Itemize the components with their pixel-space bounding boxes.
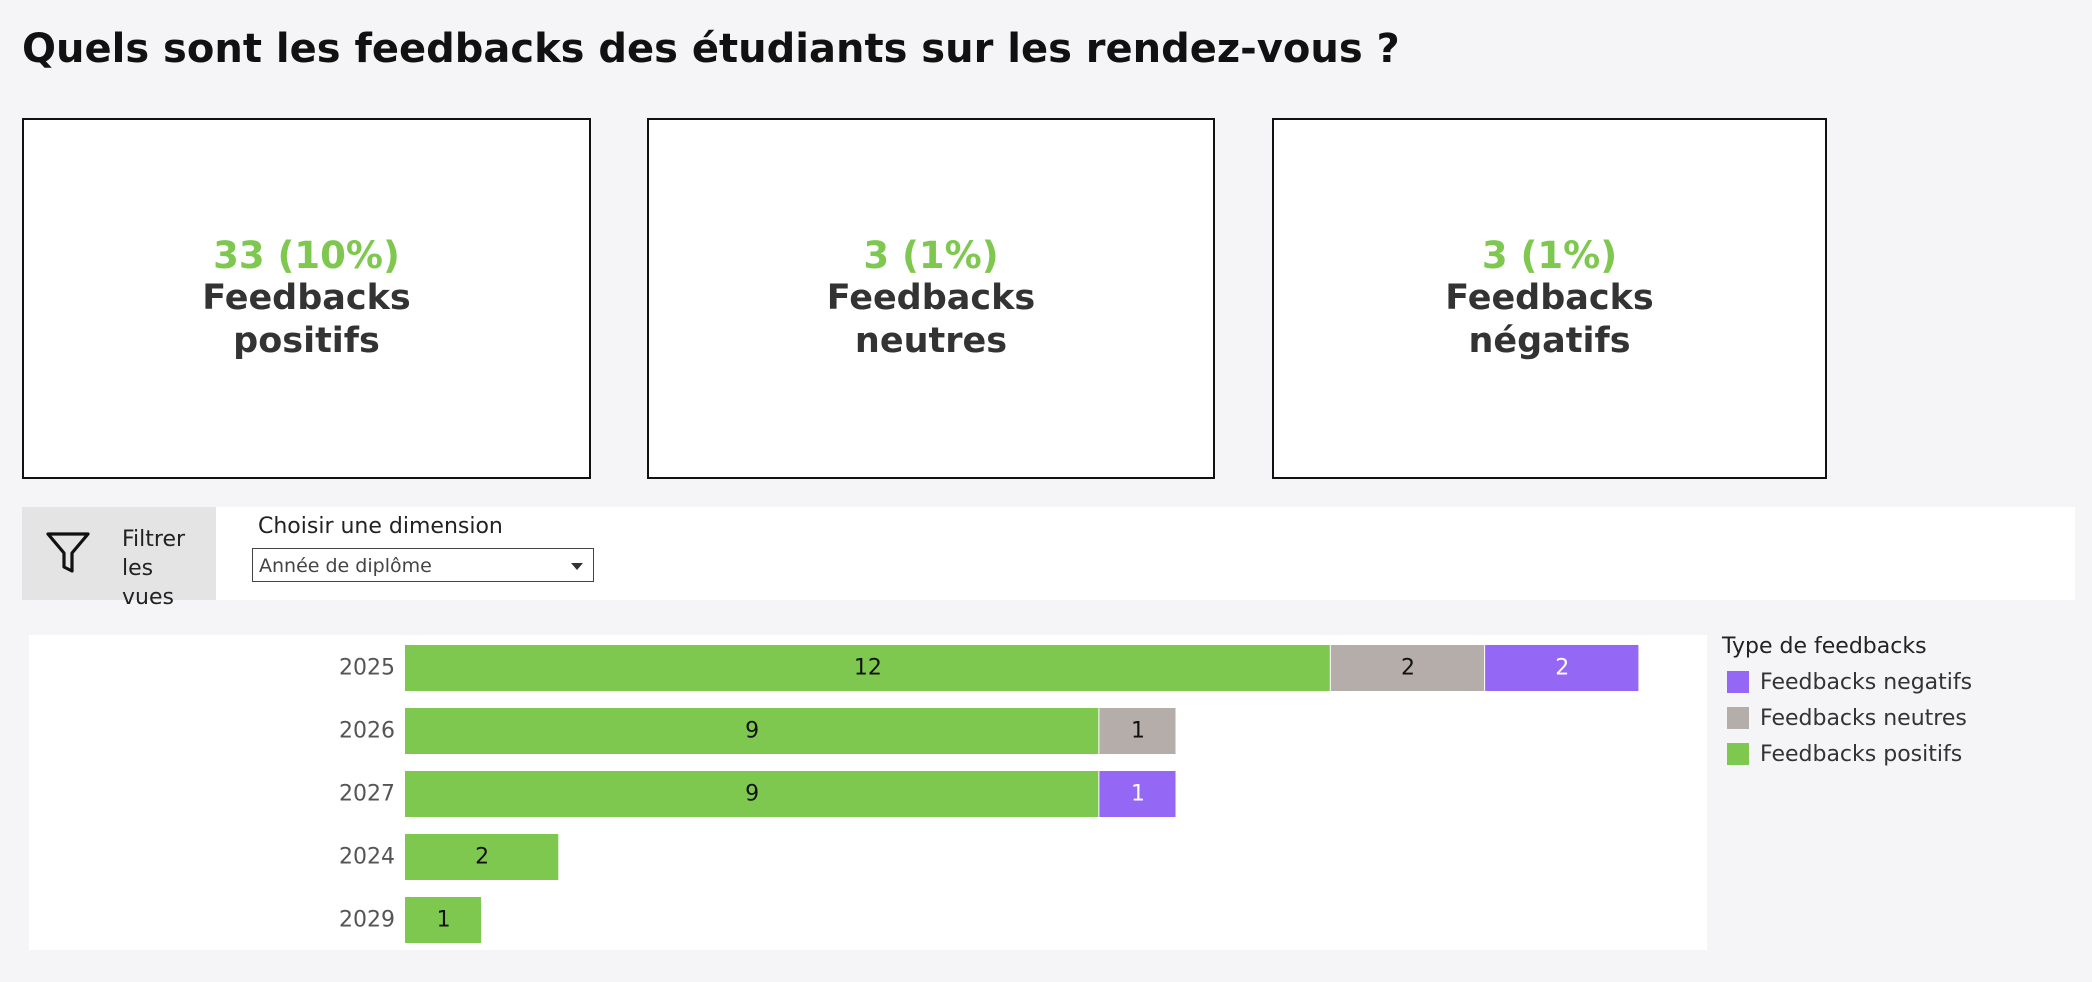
feedback-bar-chart: 2025 12 2 2 2026 9 1 2027 9 1 2024 2 2029 1: [29, 635, 1707, 950]
page-title: Quels sont les feedbacks des étudiants s…: [22, 26, 1400, 72]
y-tick-label: 2025: [339, 656, 395, 681]
bar-value-label: 2: [475, 845, 489, 870]
bar-value-label: 1: [1131, 719, 1145, 744]
filter-views-label: Filtrer les vues: [122, 527, 186, 610]
bar-segment[interactable]: [1485, 645, 1639, 691]
legend-swatch-negatifs: [1727, 671, 1749, 693]
y-tick-label: 2029: [339, 908, 395, 933]
dimension-select[interactable]: Année de diplôme: [252, 548, 594, 582]
funnel-icon: [46, 532, 90, 573]
chevron-down-icon: [571, 563, 583, 570]
y-tick-label: 2026: [339, 719, 395, 744]
bar-segment[interactable]: [1099, 771, 1176, 817]
legend-label-negatifs: Feedbacks negatifs: [1760, 669, 1973, 695]
bar-segment[interactable]: [405, 708, 1099, 754]
bar-value-label: 2: [1555, 656, 1569, 681]
kpi-card-negative: 3 (1%) Feedbacks négatifs: [1272, 118, 1827, 479]
kpi-value-positive: 33 (10%): [213, 234, 400, 277]
legend-item-neutres[interactable]: Feedbacks neutres: [1722, 700, 1972, 736]
legend-label-positifs: Feedbacks positifs: [1760, 741, 1963, 767]
kpi-label-positive: Feedbacks positifs: [202, 278, 411, 361]
bar-value-label: 12: [854, 656, 882, 681]
kpi-value-negative: 3 (1%): [1481, 234, 1618, 277]
bar-value-label: 2: [1401, 656, 1415, 681]
legend-swatch-positifs: [1727, 743, 1749, 765]
filter-bar: Filtrer les vues Choisir une dimension A…: [22, 507, 2075, 610]
y-tick-label: 2024: [339, 845, 395, 870]
legend-item-negatifs[interactable]: Feedbacks negatifs: [1722, 664, 1972, 700]
filter-views-button[interactable]: Filtrer les vues: [22, 507, 216, 610]
chart-legend: Type de feedbacks Feedbacks negatifs Fee…: [1722, 634, 1972, 772]
kpi-value-neutral: 3 (1%): [863, 234, 999, 277]
kpi-card-neutral: 3 (1%) Feedbacks neutres: [647, 118, 1215, 479]
bar-value-label: 9: [745, 782, 759, 807]
bar-chart-svg: 2025 12 2 2 2026 9 1 2027 9 1 2024 2 2029 1: [339, 645, 1639, 943]
legend-swatch-neutres: [1727, 707, 1749, 729]
bar-segment[interactable]: [405, 645, 1330, 691]
kpi-label-negative: Feedbacks négatifs: [1445, 278, 1654, 361]
legend-label-neutres: Feedbacks neutres: [1760, 705, 1967, 731]
bar-value-label: 1: [437, 908, 451, 933]
bar-segment[interactable]: [1099, 708, 1176, 754]
dimension-label: Choisir une dimension: [258, 514, 503, 539]
bar-value-label: 9: [745, 719, 759, 744]
legend-title: Type de feedbacks: [1722, 634, 1927, 659]
kpi-card-positive: 33 (10%) Feedbacks positifs: [22, 118, 591, 479]
bar-segment[interactable]: [405, 897, 482, 943]
legend-item-positifs[interactable]: Feedbacks positifs: [1722, 736, 1972, 772]
dimension-select-value: Année de diplôme: [259, 555, 432, 577]
y-tick-label: 2027: [339, 782, 395, 807]
bar-value-label: 1: [1131, 782, 1145, 807]
bar-segment[interactable]: [405, 834, 559, 880]
kpi-label-neutral: Feedbacks neutres: [826, 278, 1036, 361]
bar-segment[interactable]: [1330, 645, 1485, 691]
bar-segment[interactable]: [405, 771, 1099, 817]
